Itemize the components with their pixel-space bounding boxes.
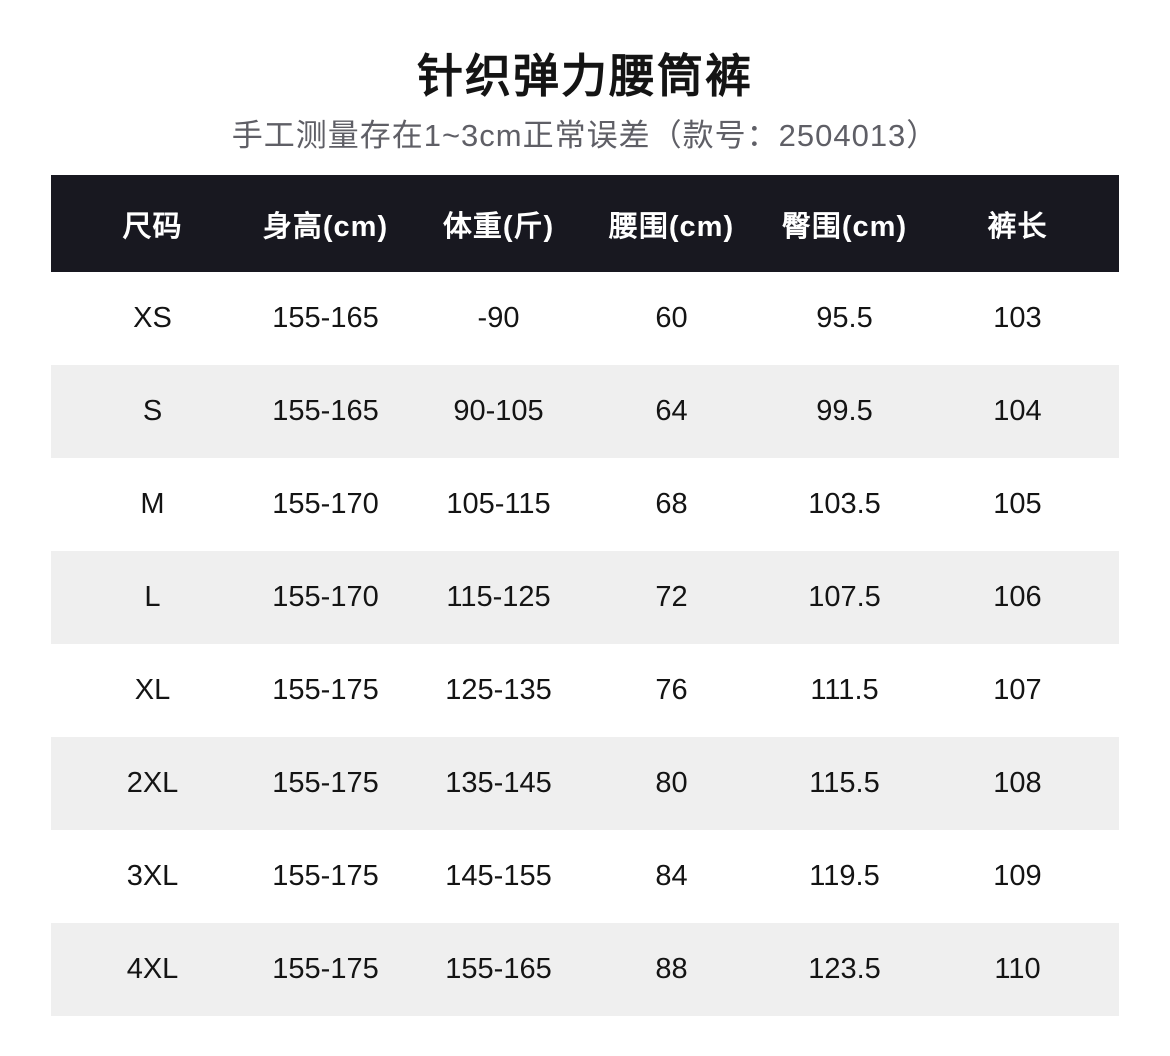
cell-size: XL [134, 674, 171, 706]
cell-hip: 103.5 [808, 488, 881, 520]
cell-length: 109 [993, 860, 1042, 892]
product-title: 针织弹力腰筒裤 [417, 50, 753, 102]
cell-length: 107 [993, 674, 1042, 706]
table-row: M 155-170 105-115 68 103.5 105 [51, 458, 1119, 551]
col-header-height: 身高(cm) [262, 210, 389, 243]
cell-weight: 105-115 [446, 488, 551, 520]
cell-hip: 99.5 [816, 395, 873, 427]
cell-height: 155-175 [272, 860, 379, 892]
cell-hip: 111.5 [810, 674, 879, 706]
cell-length: 104 [993, 395, 1042, 427]
cell-hip: 123.5 [808, 953, 881, 985]
table-row: 3XL 155-175 145-155 84 119.5 109 [51, 830, 1119, 923]
cell-size: L [144, 581, 161, 613]
cell-waist: 68 [655, 488, 688, 520]
cell-height: 155-175 [272, 767, 379, 799]
cell-weight: 135-145 [445, 767, 552, 799]
cell-weight: 90-105 [453, 395, 544, 427]
cell-weight: 145-155 [445, 860, 552, 892]
cell-waist: 76 [655, 674, 688, 706]
table-row: 2XL 155-175 135-145 80 115.5 108 [51, 737, 1119, 830]
table-row: 4XL 155-175 155-165 88 123.5 110 [51, 923, 1119, 1016]
cell-length: 110 [994, 953, 1041, 985]
measurement-note: 手工测量存在1~3cm正常误差（款号：2504013） [231, 118, 939, 153]
cell-height: 155-170 [272, 581, 379, 613]
cell-waist: 88 [655, 953, 688, 985]
cell-size: M [140, 488, 165, 520]
table-row: XS 155-165 -90 60 95.5 103 [51, 272, 1119, 365]
table-header-row: 尺码 身高(cm) 体重(斤) 腰围(cm) 臀围(cm) 裤长 [51, 175, 1119, 272]
cell-length: 105 [993, 488, 1042, 520]
cell-hip: 107.5 [808, 581, 881, 613]
cell-height: 155-170 [272, 488, 379, 520]
cell-size: 3XL [126, 860, 179, 892]
cell-waist: 60 [655, 302, 688, 334]
cell-size: 4XL [126, 953, 179, 985]
table-row: L 155-170 115-125 72 107.5 106 [51, 551, 1119, 644]
cell-length: 106 [993, 581, 1042, 613]
cell-hip: 115.5 [809, 767, 880, 799]
cell-height: 155-165 [272, 302, 379, 334]
table-row: XL 155-175 125-135 76 111.5 107 [51, 644, 1119, 737]
cell-weight: 125-135 [445, 674, 552, 706]
cell-height: 155-175 [272, 953, 379, 985]
col-header-hip: 臀围(cm) [781, 210, 908, 243]
cell-height: 155-165 [272, 395, 379, 427]
col-header-waist: 腰围(cm) [608, 210, 735, 243]
col-header-weight: 体重(斤) [442, 210, 555, 243]
size-table: 尺码 身高(cm) 体重(斤) 腰围(cm) 臀围(cm) 裤长 XS 155-… [51, 175, 1119, 1016]
cell-length: 108 [993, 767, 1042, 799]
cell-waist: 84 [655, 860, 688, 892]
table-body: XS 155-165 -90 60 95.5 103 S 155-165 90-… [51, 272, 1119, 1016]
cell-size: XS [133, 302, 172, 334]
cell-waist: 80 [655, 767, 688, 799]
cell-weight: 115-125 [446, 581, 551, 613]
cell-length: 103 [993, 302, 1042, 334]
cell-waist: 72 [655, 581, 688, 613]
cell-hip: 95.5 [816, 302, 873, 334]
col-header-length: 裤长 [987, 210, 1048, 243]
cell-size: 2XL [126, 767, 179, 799]
cell-waist: 64 [655, 395, 688, 427]
cell-weight: 155-165 [445, 953, 552, 985]
cell-weight: -90 [477, 302, 520, 334]
cell-hip: 119.5 [809, 860, 880, 892]
table-row: S 155-165 90-105 64 99.5 104 [51, 365, 1119, 458]
cell-size: S [142, 395, 163, 427]
cell-height: 155-175 [272, 674, 379, 706]
col-header-size: 尺码 [122, 210, 183, 243]
